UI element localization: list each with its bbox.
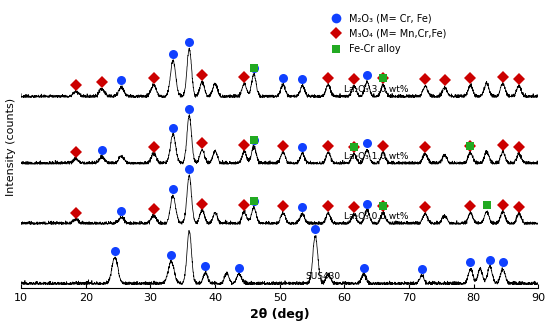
Text: La₂O₃ 3.0 wt%: La₂O₃ 3.0 wt%	[344, 85, 409, 94]
Text: La₂O₃ 0.5 wt%: La₂O₃ 0.5 wt%	[344, 212, 409, 221]
Text: SUS430: SUS430	[306, 272, 341, 282]
Y-axis label: Intensity (counts): Intensity (counts)	[6, 98, 15, 196]
Text: La₂O₃ 1.0 wt%: La₂O₃ 1.0 wt%	[344, 152, 409, 161]
X-axis label: 2θ (deg): 2θ (deg)	[250, 308, 310, 321]
Legend: M₂O₃ (M= Cr, Fe), M₃O₄ (M= Mn,Cr,Fe), Fe-Cr alloy: M₂O₃ (M= Cr, Fe), M₃O₄ (M= Mn,Cr,Fe), Fe…	[326, 13, 447, 54]
